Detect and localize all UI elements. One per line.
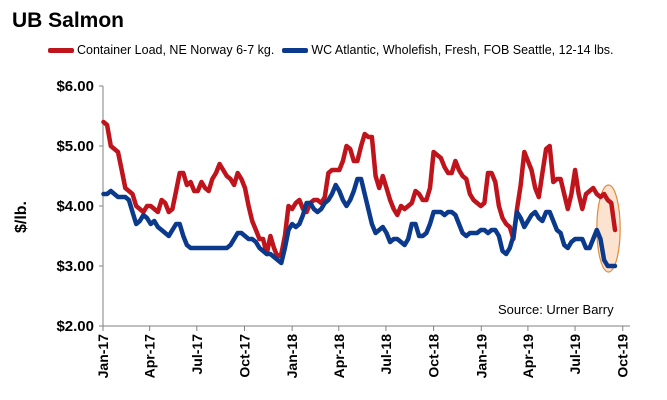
legend-label-atlantic: WC Atlantic, Wholefish, Fresh, FOB Seatt… xyxy=(311,43,614,57)
y-axis-label: $/lb. xyxy=(13,201,30,234)
legend-entry-norway: Container Load, NE Norway 6-7 kg. xyxy=(48,43,274,57)
x-tick-label: Apr-18 xyxy=(331,334,347,379)
source-note: Source: Urner Barry xyxy=(498,302,614,317)
legend-entry-atlantic: WC Atlantic, Wholefish, Fresh, FOB Seatt… xyxy=(282,43,614,57)
x-tick-label: Jul-18 xyxy=(378,334,394,375)
x-tick-label: Jul-17 xyxy=(189,334,205,375)
x-tick-label: Oct-17 xyxy=(236,334,252,378)
x-tick-label: Apr-17 xyxy=(142,334,158,379)
legend-label-norway: Container Load, NE Norway 6-7 kg. xyxy=(77,43,275,57)
legend-swatch-norway xyxy=(48,47,74,53)
series-line-norway xyxy=(101,119,618,260)
y-tick-label: $6.00 xyxy=(56,78,94,95)
x-tick-label: Jan-19 xyxy=(473,334,489,379)
legend: Container Load, NE Norway 6-7 kg. WC Atl… xyxy=(48,43,622,57)
x-tick-label: Jan-17 xyxy=(95,334,111,379)
legend-swatch-atlantic xyxy=(282,47,309,53)
x-tick-label: Oct-18 xyxy=(426,334,442,378)
x-tick-label: Jul-19 xyxy=(567,334,583,375)
y-tick-label: $2.00 xyxy=(56,318,94,335)
y-tick-label: $5.00 xyxy=(56,138,94,155)
y-tick-label: $4.00 xyxy=(56,198,94,215)
chart-title: UB Salmon xyxy=(12,9,125,32)
series-line-atlantic xyxy=(101,176,618,269)
x-tick-label: Oct-19 xyxy=(615,334,631,378)
y-tick-label: $3.00 xyxy=(56,258,94,275)
x-tick-label: Apr-19 xyxy=(520,334,536,379)
x-tick-label: Jan-18 xyxy=(284,334,300,379)
